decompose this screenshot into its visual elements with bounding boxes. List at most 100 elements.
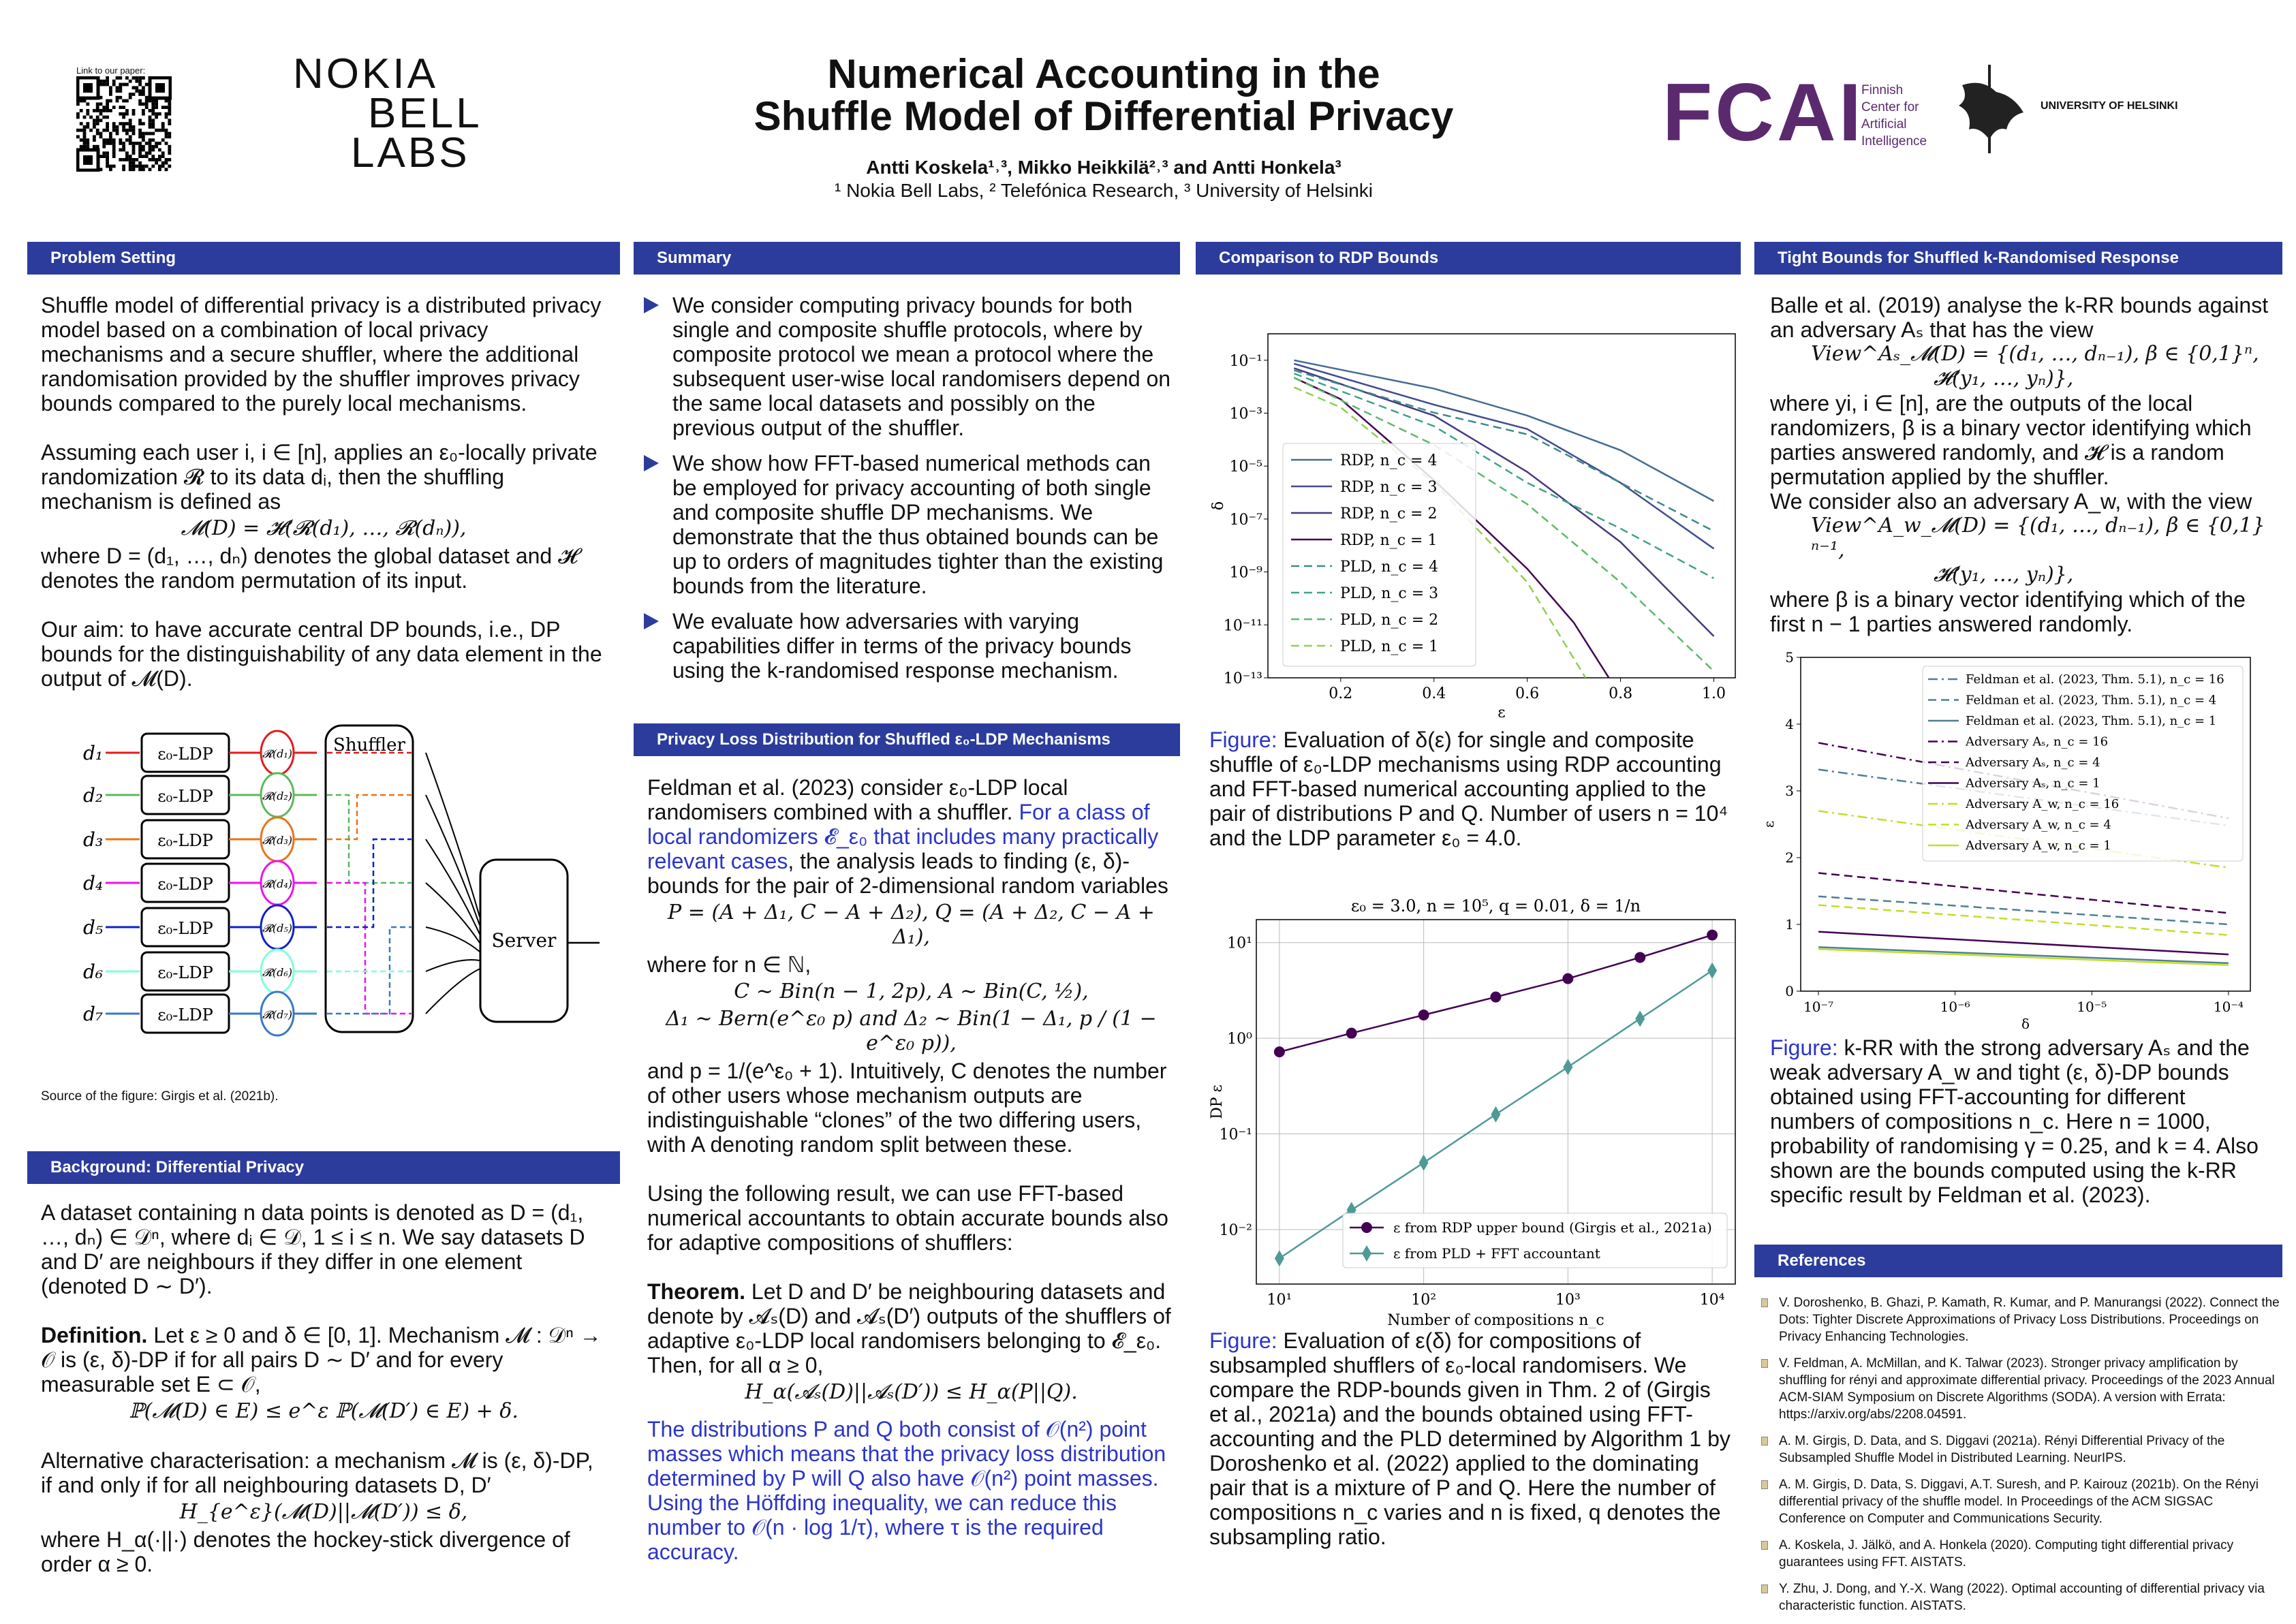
qr-module	[112, 164, 116, 168]
qr-module	[128, 125, 132, 129]
qr-module	[128, 161, 132, 165]
qr-module	[109, 99, 112, 103]
randomiser-circle	[260, 990, 295, 1037]
qr-module	[102, 79, 106, 83]
fcai-logo: FCAI	[1662, 67, 1864, 158]
data-point	[1273, 1046, 1285, 1058]
qr-module	[119, 76, 123, 80]
equation-c-a: C ∼ Bin(n − 1, 2p), A ∼ Bin(C, ½),	[734, 980, 1089, 1003]
qr-module	[122, 168, 125, 172]
document-icon	[1761, 1437, 1768, 1446]
section-header-krr: Tight Bounds for Shuffled k-Randomised R…	[1754, 242, 2282, 275]
qr-module	[155, 102, 158, 106]
qr-module	[125, 131, 129, 136]
legend-box	[1282, 443, 1476, 667]
qr-module	[122, 122, 125, 125]
qr-module	[131, 151, 136, 155]
qr-module	[131, 131, 136, 136]
qr-module	[106, 125, 109, 129]
ldp-label: ε₀-LDP	[157, 745, 213, 764]
input-label: d₃	[83, 828, 103, 851]
qr-module	[128, 158, 132, 161]
qr-module	[82, 138, 87, 142]
qr-module	[106, 158, 109, 161]
ldp-label: ε₀-LDP	[157, 787, 213, 806]
qr-module	[138, 142, 142, 145]
qr-module	[125, 112, 129, 116]
y-tick-label: 10⁰	[1227, 1031, 1252, 1048]
legend-label: RDP, n_c = 3	[1340, 479, 1437, 496]
qr-module	[168, 112, 172, 116]
qr-module	[95, 119, 99, 123]
reference-item: V. Feldman, A. McMillan, and K. Talwar (…	[1761, 1355, 2282, 1423]
theorem: Theorem. Let D and D′ be neighbouring da…	[647, 1279, 1175, 1377]
reference-text: V. Doroshenko, B. Ghazi, P. Kamath, R. K…	[1779, 1296, 2280, 1344]
paragraph: Assuming each user i, i ∈ [n], applies a…	[41, 440, 598, 514]
qr-module	[158, 128, 161, 132]
qr-module	[128, 128, 132, 132]
qr-module	[99, 168, 103, 172]
qr-module	[89, 128, 93, 132]
qr-module	[168, 102, 172, 106]
server-input-arrow	[425, 882, 480, 943]
qr-module	[99, 131, 103, 136]
qr-module	[122, 125, 125, 129]
data-point	[1563, 1059, 1573, 1076]
text: , the analysis leads to finding (ε, δ)-b…	[647, 849, 1168, 898]
qr-module	[148, 151, 152, 155]
qr-module	[115, 99, 119, 103]
qr-module	[119, 138, 123, 142]
qr-module	[119, 89, 123, 93]
qr-module	[106, 151, 109, 155]
legend-box	[1342, 1213, 1728, 1268]
qr-module	[155, 106, 158, 109]
equation-deltas: Δ₁ ∼ Bern(e^ε₀ p) and Δ₂ ∼ Bin(1 − Δ₁, p…	[666, 1007, 1157, 1055]
x-tick-label: 0.4	[1422, 685, 1446, 702]
qr-module	[155, 142, 158, 145]
series-line	[1293, 367, 1715, 637]
qr-module	[119, 95, 123, 99]
qr-module	[151, 102, 155, 106]
qr-code[interactable]	[76, 76, 172, 172]
qr-module	[138, 102, 142, 106]
qr-module	[155, 161, 158, 165]
x-tick-label: 10²	[1411, 1292, 1436, 1309]
legend-label: PLD, n_c = 4	[1340, 559, 1438, 576]
equation-dp: ℙ(𝓜(D) ∈ E) ≤ e^ε ℙ(𝓜(D′) ∈ E) + δ.	[129, 1399, 518, 1423]
server-input-arrow	[425, 959, 480, 972]
qr-module	[112, 122, 116, 125]
qr-module	[95, 102, 99, 106]
document-icon	[1761, 1359, 1768, 1368]
legend-label: RDP, n_c = 1	[1340, 532, 1437, 549]
qr-module	[138, 119, 142, 123]
summary-bullet: We consider computing privacy bounds for…	[644, 293, 1179, 440]
qr-module	[142, 112, 145, 116]
qr-module	[151, 109, 155, 112]
qr-module	[158, 112, 161, 116]
qr-module	[102, 128, 106, 132]
x-tick-label: 0.2	[1329, 685, 1352, 702]
qr-module	[79, 99, 83, 103]
shuffle-model-diagram: Shuffler Server d₁ ε₀-LDP 𝓡(d₁) d₂ ε₀-LDP 𝓡(d₂)…	[83, 724, 600, 1037]
qr-module	[151, 155, 155, 158]
series-line	[1294, 359, 1715, 502]
qr-module	[151, 148, 155, 152]
qr-module	[109, 138, 112, 142]
title-line: Numerical Accounting in the	[827, 51, 1380, 97]
qr-module	[115, 86, 119, 90]
qr-module	[142, 131, 145, 136]
qr-module	[131, 93, 136, 96]
qr-module	[76, 115, 80, 119]
qr-module	[79, 128, 83, 132]
reference-list: V. Doroshenko, B. Ghazi, P. Kamath, R. K…	[1761, 1294, 2282, 1624]
qr-module	[158, 155, 161, 158]
legend-label: PLD, n_c = 2	[1340, 612, 1438, 629]
qr-module	[135, 142, 139, 145]
section-header-background: Background: Differential Privacy	[27, 1151, 620, 1184]
legend-label: Feldman et al. (2023, Thm. 5.1), n_c = 1	[1966, 714, 2216, 728]
x-axis-label: Number of compositions n_c	[1387, 1312, 1604, 1328]
section-header-summary: Summary	[634, 242, 1180, 275]
series-line	[1818, 931, 2229, 956]
qr-module	[131, 112, 136, 116]
qr-module	[161, 161, 165, 165]
